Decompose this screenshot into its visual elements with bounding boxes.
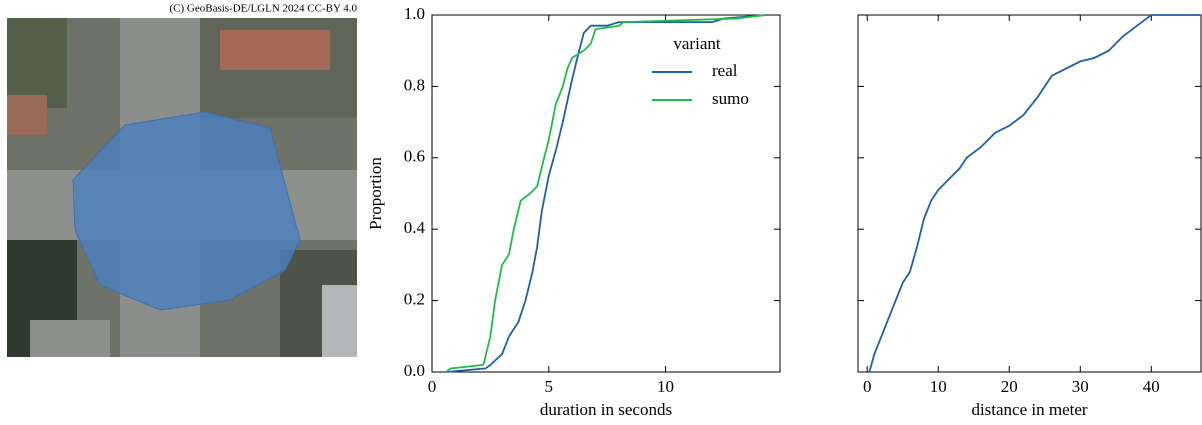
- x-axis-label: duration in seconds: [540, 400, 672, 419]
- x-tick-label: 40: [1143, 377, 1160, 396]
- y-tick-label: 0.2: [404, 290, 425, 309]
- y-axis-label: Proportion: [366, 157, 385, 230]
- x-tick-label: 20: [1001, 377, 1018, 396]
- x-tick-label: 0: [863, 377, 872, 396]
- legend-label: sumo: [712, 89, 749, 108]
- y-tick-label: 1.0: [404, 4, 425, 23]
- x-tick-label: 30: [1072, 377, 1089, 396]
- x-tick-label: 0: [428, 377, 437, 396]
- y-tick-label: 0.8: [404, 75, 425, 94]
- ecdf-line: [868, 14, 1201, 373]
- x-tick-label: 5: [545, 377, 554, 396]
- y-tick-label: 0.0: [404, 361, 425, 380]
- aerial-image: (C) GeoBasis-DE/LGLN 2024 CC-BY 4.0: [7, 3, 357, 357]
- axes-frame: [431, 14, 781, 373]
- y-tick-label: 0.6: [404, 147, 425, 166]
- y-tick-label: 0.4: [404, 218, 426, 237]
- axes-frame: [857, 14, 1202, 373]
- ecdf-line: [445, 14, 767, 373]
- image-credit: (C) GeoBasis-DE/LGLN 2024 CC-BY 4.0: [170, 3, 358, 15]
- legend-title: variant: [673, 34, 720, 53]
- x-tick-label: 10: [657, 377, 674, 396]
- ecdf-line: [445, 14, 767, 373]
- legend-label: real: [712, 61, 738, 80]
- x-tick-label: 10: [930, 377, 947, 396]
- x-axis-label: distance in meter: [971, 400, 1087, 419]
- legend: variant: [673, 34, 720, 53]
